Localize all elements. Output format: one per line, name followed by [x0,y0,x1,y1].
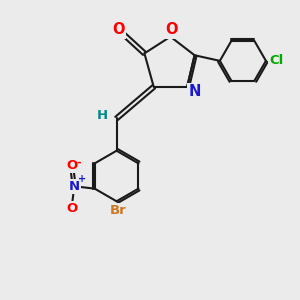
Text: N: N [188,84,201,99]
Text: N: N [69,180,80,193]
Text: -: - [77,158,81,168]
Text: +: + [78,174,86,184]
Text: O: O [66,202,77,215]
Text: O: O [66,159,77,172]
Text: O: O [112,22,125,38]
Text: Cl: Cl [269,54,284,67]
Text: Br: Br [110,204,127,217]
Text: H: H [97,109,108,122]
Text: O: O [165,22,177,38]
